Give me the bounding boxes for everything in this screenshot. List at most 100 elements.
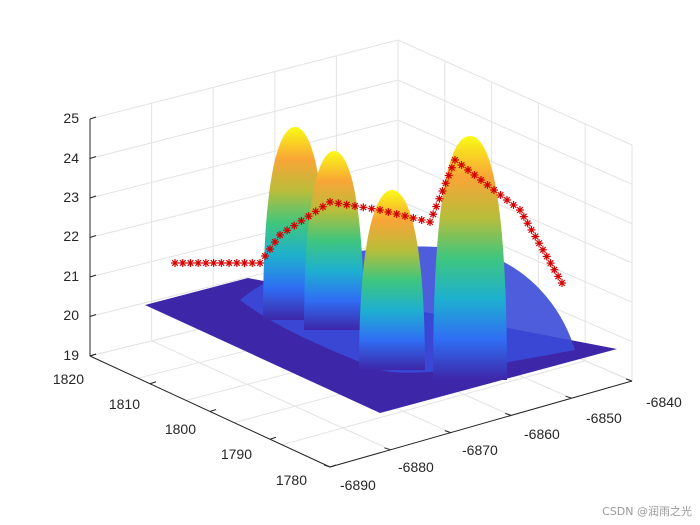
trajectory-marker bbox=[523, 219, 532, 228]
trajectory-marker bbox=[429, 210, 438, 219]
trajectory-marker bbox=[509, 201, 518, 209]
trajectory-marker bbox=[276, 231, 284, 239]
trajectory-marker bbox=[351, 202, 359, 210]
z-tick-label: 23 bbox=[63, 189, 79, 205]
trajectory-marker bbox=[519, 212, 528, 221]
trajectory-marker bbox=[232, 259, 241, 267]
trajectory-marker bbox=[304, 212, 313, 221]
trajectory-marker bbox=[186, 259, 195, 267]
y-tick bbox=[269, 436, 277, 440]
x-tick bbox=[505, 412, 512, 416]
trajectory-marker bbox=[384, 208, 393, 216]
trajectory-marker bbox=[464, 166, 472, 174]
gridline bbox=[89, 119, 399, 199]
trajectory-marker bbox=[359, 203, 368, 212]
y-tick bbox=[209, 409, 217, 412]
trajectory-marker bbox=[376, 206, 384, 214]
trajectory-marker bbox=[401, 212, 409, 220]
y-tick bbox=[149, 381, 157, 385]
trajectory-marker bbox=[538, 245, 547, 254]
trajectory-marker bbox=[490, 186, 498, 194]
x-tick-label: -6890 bbox=[340, 477, 376, 493]
z-tick bbox=[89, 195, 97, 199]
x-tick bbox=[625, 378, 633, 382]
trajectory-marker bbox=[334, 199, 343, 208]
watermark: CSDN @润雨之光 bbox=[602, 505, 692, 518]
trajectory-marker bbox=[457, 161, 466, 169]
gridline bbox=[89, 79, 399, 159]
y-tick bbox=[329, 464, 337, 468]
trajectory-marker bbox=[290, 221, 299, 230]
trajectory-marker bbox=[283, 226, 292, 235]
x-tick-label: -6870 bbox=[462, 442, 498, 458]
y-tick-label: 1810 bbox=[109, 396, 140, 412]
z-tick-label: 24 bbox=[63, 150, 79, 166]
trajectory-marker bbox=[194, 259, 203, 267]
y-tick-label: 1790 bbox=[221, 446, 252, 462]
trajectory-marker bbox=[438, 187, 447, 195]
trajectory-marker bbox=[217, 259, 226, 267]
x-tick-label: -6850 bbox=[586, 410, 622, 426]
trajectory-marker bbox=[503, 196, 511, 204]
trajectory-marker bbox=[527, 225, 536, 234]
trajectory-marker bbox=[535, 239, 544, 248]
x-tick-label: -6860 bbox=[524, 426, 560, 442]
trajectory-marker bbox=[435, 194, 444, 203]
trajectory-marker bbox=[441, 179, 450, 188]
trajectory-series bbox=[171, 156, 566, 287]
peak-2 bbox=[304, 151, 364, 330]
trajectory-marker bbox=[444, 171, 453, 180]
x-tick-label: -6840 bbox=[646, 394, 682, 410]
trajectory-marker bbox=[496, 191, 505, 199]
trajectory-marker bbox=[297, 216, 306, 225]
trajectory-marker bbox=[326, 198, 334, 206]
trajectory-marker bbox=[256, 259, 264, 267]
peak-3 bbox=[359, 190, 425, 370]
trajectory-marker bbox=[477, 176, 485, 184]
trajectory-marker bbox=[554, 272, 563, 281]
z-tick-label: 19 bbox=[63, 347, 79, 363]
trajectory-marker bbox=[342, 200, 351, 209]
gridline bbox=[89, 39, 399, 120]
axes-lines bbox=[89, 116, 633, 468]
x-tick-label: -6880 bbox=[398, 459, 434, 475]
trajectory-marker bbox=[516, 206, 524, 214]
trajectory-marker bbox=[546, 259, 555, 268]
z-tick-label: 22 bbox=[63, 228, 79, 244]
x-tick bbox=[565, 395, 572, 399]
surface-mesh bbox=[145, 127, 617, 413]
z-tick bbox=[89, 116, 97, 120]
trajectory-marker bbox=[225, 259, 234, 267]
trajectory-marker bbox=[483, 181, 492, 189]
trajectory-marker bbox=[209, 259, 218, 267]
trajectory-marker bbox=[261, 252, 269, 260]
z-tick-label: 21 bbox=[63, 268, 79, 284]
x-tick bbox=[444, 430, 451, 434]
trajectory-marker bbox=[392, 210, 401, 218]
z-tick bbox=[89, 274, 97, 278]
trajectory-marker bbox=[426, 218, 434, 226]
gridline bbox=[397, 159, 633, 264]
trajectory-marker bbox=[178, 259, 187, 267]
trajectory-marker bbox=[171, 259, 179, 267]
x-tick bbox=[323, 464, 331, 468]
y-tick bbox=[89, 353, 97, 357]
z-tick bbox=[89, 314, 97, 317]
gridline bbox=[397, 119, 633, 225]
x-axis-line bbox=[329, 380, 633, 468]
z-tick bbox=[89, 156, 97, 159]
x-tick bbox=[384, 447, 391, 451]
trajectory-marker bbox=[550, 265, 559, 274]
gridline bbox=[397, 79, 633, 185]
trajectory-marker bbox=[451, 156, 459, 164]
trajectory-marker bbox=[432, 202, 441, 211]
gridline bbox=[397, 199, 633, 303]
gridline bbox=[281, 360, 586, 446]
trajectory-marker bbox=[240, 259, 249, 267]
trajectory-marker bbox=[558, 279, 566, 287]
trajectory-marker bbox=[447, 163, 456, 172]
z-tick-label: 25 bbox=[63, 110, 79, 126]
trajectory-marker bbox=[531, 232, 540, 241]
trajectory-marker bbox=[201, 259, 210, 267]
trajectory-marker bbox=[367, 204, 376, 213]
